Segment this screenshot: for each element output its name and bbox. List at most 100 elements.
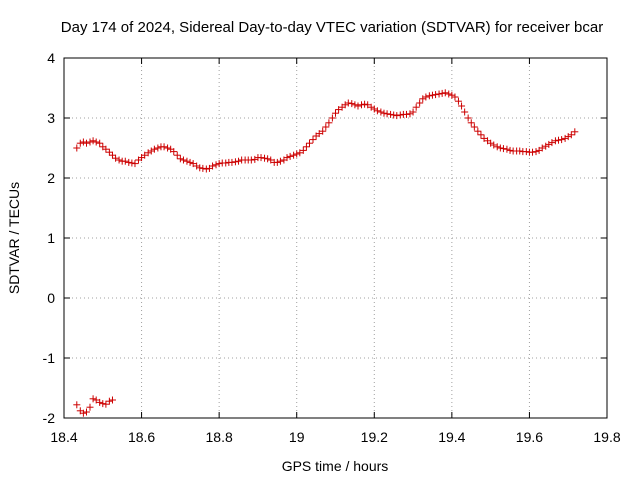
y-tick-label: 1 (47, 230, 55, 246)
data-point (487, 139, 495, 147)
data-point (545, 140, 553, 148)
x-tick-label: 19.6 (516, 429, 543, 445)
data-point (251, 155, 259, 163)
data-point (121, 157, 129, 165)
data-point (448, 91, 456, 99)
data-point (538, 144, 546, 152)
data-point (105, 397, 113, 405)
data-point (173, 151, 181, 159)
data-point (383, 110, 391, 118)
x-tick-label: 18.8 (206, 429, 233, 445)
data-point (108, 396, 116, 404)
data-point (247, 156, 255, 164)
data-point (567, 131, 575, 139)
data-point (373, 107, 381, 115)
y-tick-label: 2 (47, 170, 55, 186)
y-tick-label: -2 (43, 410, 56, 426)
data-point (264, 155, 272, 163)
data-point (451, 93, 459, 101)
y-tick-label: 3 (47, 110, 55, 126)
data-point (351, 101, 359, 109)
data-point (409, 108, 417, 116)
y-axis-label: SDTVAR / TECUs (6, 182, 22, 294)
data-point (332, 109, 339, 117)
data-point (454, 97, 462, 105)
data-point (76, 139, 84, 147)
y-tick-label: 4 (47, 50, 55, 66)
data-point (196, 164, 204, 172)
data-point (290, 151, 298, 159)
data-point (199, 164, 207, 172)
data-point (96, 139, 104, 147)
data-point (150, 145, 158, 153)
data-point (529, 148, 537, 156)
data-point (115, 156, 123, 164)
data-point (438, 89, 446, 97)
data-point (380, 109, 388, 117)
data-point (467, 119, 475, 127)
data-point (325, 119, 333, 127)
data-point (183, 157, 191, 165)
data-point (293, 150, 301, 158)
data-point (496, 144, 504, 152)
data-point (532, 148, 540, 156)
data-point (341, 101, 349, 109)
data-point (412, 103, 420, 111)
data-point (561, 134, 569, 142)
data-point (86, 403, 94, 411)
data-point (154, 144, 162, 152)
data-point (231, 158, 239, 166)
data-point (461, 108, 469, 116)
data-point (102, 145, 110, 153)
data-point (82, 139, 90, 147)
data-point (164, 144, 172, 152)
data-point (390, 111, 398, 119)
data-point (235, 157, 243, 165)
data-point (419, 95, 427, 103)
data-point (361, 100, 369, 108)
data-point (422, 93, 430, 101)
data-point (522, 148, 530, 156)
data-point (551, 137, 559, 145)
data-point (257, 154, 265, 162)
x-axis-label: GPS time / hours (282, 458, 389, 474)
data-point (112, 154, 120, 162)
data-point (474, 127, 482, 135)
data-point (170, 148, 178, 156)
data-point (441, 89, 449, 97)
data-point (212, 161, 220, 169)
data-point (322, 123, 330, 131)
data-point (82, 408, 90, 416)
data-point (147, 147, 155, 155)
data-point (348, 100, 356, 108)
data-point (506, 146, 514, 154)
data-point (490, 141, 498, 149)
data-point (470, 123, 478, 131)
data-point (125, 158, 133, 166)
data-point (89, 137, 97, 145)
data-point (435, 90, 443, 98)
chart-title: Day 174 of 2024, Sidereal Day-to-day VTE… (61, 19, 603, 36)
data-point (299, 146, 307, 154)
data-point (222, 159, 230, 167)
data-point (193, 162, 201, 170)
data-point (516, 147, 524, 155)
data-point (558, 136, 566, 144)
data-point (357, 101, 365, 109)
data-point (377, 108, 385, 116)
data-point (144, 149, 152, 157)
data-point (571, 128, 579, 136)
data-point (393, 112, 401, 120)
data-point (283, 154, 291, 162)
data-point (542, 142, 550, 150)
data-point (306, 139, 314, 147)
data-point (548, 139, 556, 147)
data-point (302, 143, 310, 151)
data-point (79, 138, 87, 146)
data-point (276, 157, 284, 165)
data-point (416, 99, 424, 107)
data-point (370, 105, 378, 113)
data-point (89, 395, 97, 403)
data-point (128, 159, 136, 167)
data-point (79, 409, 87, 417)
